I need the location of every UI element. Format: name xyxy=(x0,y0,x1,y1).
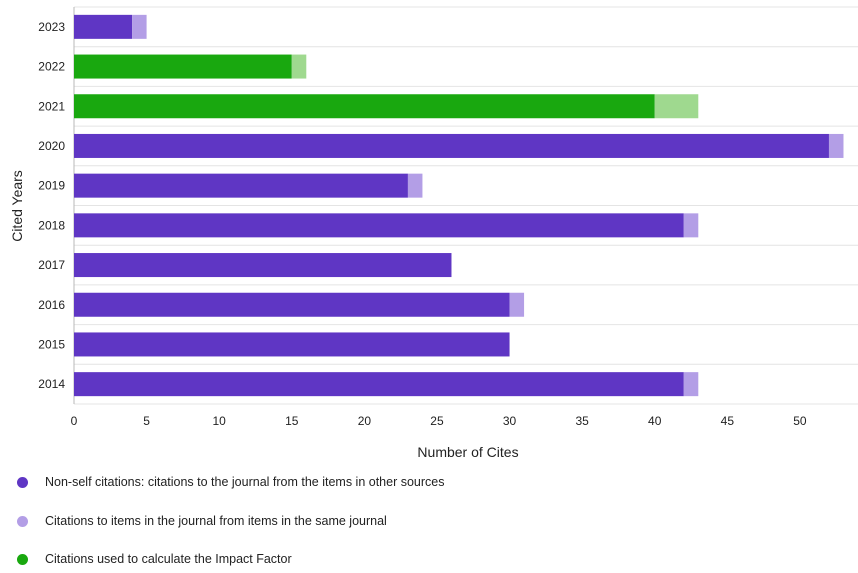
bar-non-self-2022[interactable] xyxy=(74,54,292,79)
legend-dot-self xyxy=(17,515,28,527)
bar-chart: 2023202220212020201920182017201620152014… xyxy=(9,6,858,460)
bar-self-2022[interactable] xyxy=(291,54,307,79)
y-tick-label: 2019 xyxy=(38,179,65,193)
legend-label-non-self: Non-self citations: citations to the jou… xyxy=(45,475,445,489)
legend-label-impact-factor: Citations used to calculate the Impact F… xyxy=(45,552,292,566)
bar-non-self-2021[interactable] xyxy=(74,94,655,119)
bar-non-self-2020[interactable] xyxy=(74,133,829,158)
x-tick-label: 50 xyxy=(793,414,807,428)
y-tick-label: 2016 xyxy=(38,298,65,312)
x-tick-label: 0 xyxy=(71,414,78,428)
y-tick-label: 2023 xyxy=(38,20,65,34)
x-tick-label: 45 xyxy=(721,414,735,428)
x-tick-label: 5 xyxy=(143,414,150,428)
bar-self-2018[interactable] xyxy=(683,213,699,238)
legend-item-self[interactable]: Citations to items in the journal from i… xyxy=(14,509,387,533)
bar-self-2023[interactable] xyxy=(132,14,147,39)
bar-non-self-2023[interactable] xyxy=(74,14,133,39)
bar-non-self-2017[interactable] xyxy=(74,253,452,278)
y-tick-labels: 2023 2022 2021 2020 2019 2018 2017 2016 2015 2014 xyxy=(38,20,65,391)
y-tick-label: 2014 xyxy=(38,377,65,391)
bars xyxy=(74,14,844,397)
y-tick-label: 2017 xyxy=(38,258,65,272)
y-tick-label: 2021 xyxy=(38,99,65,113)
x-tick-label: 15 xyxy=(285,414,299,428)
x-tick-labels: 0 5 10 15 20 25 30 35 40 45 50 xyxy=(71,414,807,428)
x-axis-title: Number of Cites xyxy=(417,444,518,460)
x-tick-label: 20 xyxy=(358,414,372,428)
y-tick-label: 2020 xyxy=(38,139,65,153)
y-tick-label: 2018 xyxy=(38,218,65,232)
bar-self-2020[interactable] xyxy=(828,133,844,158)
legend-dot-impact-factor xyxy=(17,553,28,565)
y-tick-label: 2015 xyxy=(38,337,65,351)
bar-self-2014[interactable] xyxy=(683,372,699,397)
x-tick-label: 10 xyxy=(213,414,227,428)
bar-self-2021[interactable] xyxy=(654,94,699,119)
bar-self-2019[interactable] xyxy=(407,173,423,198)
bar-non-self-2019[interactable] xyxy=(74,173,408,198)
x-tick-label: 35 xyxy=(575,414,589,428)
legend-dot-non-self xyxy=(17,476,28,488)
legend-item-impact-factor[interactable]: Citations used to calculate the Impact F… xyxy=(14,547,292,571)
legend-item-non-self[interactable]: Non-self citations: citations to the jou… xyxy=(14,470,445,494)
x-tick-label: 30 xyxy=(503,414,517,428)
legend-label-self: Citations to items in the journal from i… xyxy=(45,514,387,528)
bar-non-self-2015[interactable] xyxy=(74,332,510,357)
bar-non-self-2016[interactable] xyxy=(74,292,510,317)
x-tick-label: 40 xyxy=(648,414,662,428)
x-tick-label: 25 xyxy=(430,414,444,428)
bar-non-self-2018[interactable] xyxy=(74,213,684,238)
y-tick-label: 2022 xyxy=(38,60,65,74)
y-axis-title: Cited Years xyxy=(9,170,25,242)
bar-non-self-2014[interactable] xyxy=(74,372,684,397)
bar-self-2016[interactable] xyxy=(509,292,525,317)
